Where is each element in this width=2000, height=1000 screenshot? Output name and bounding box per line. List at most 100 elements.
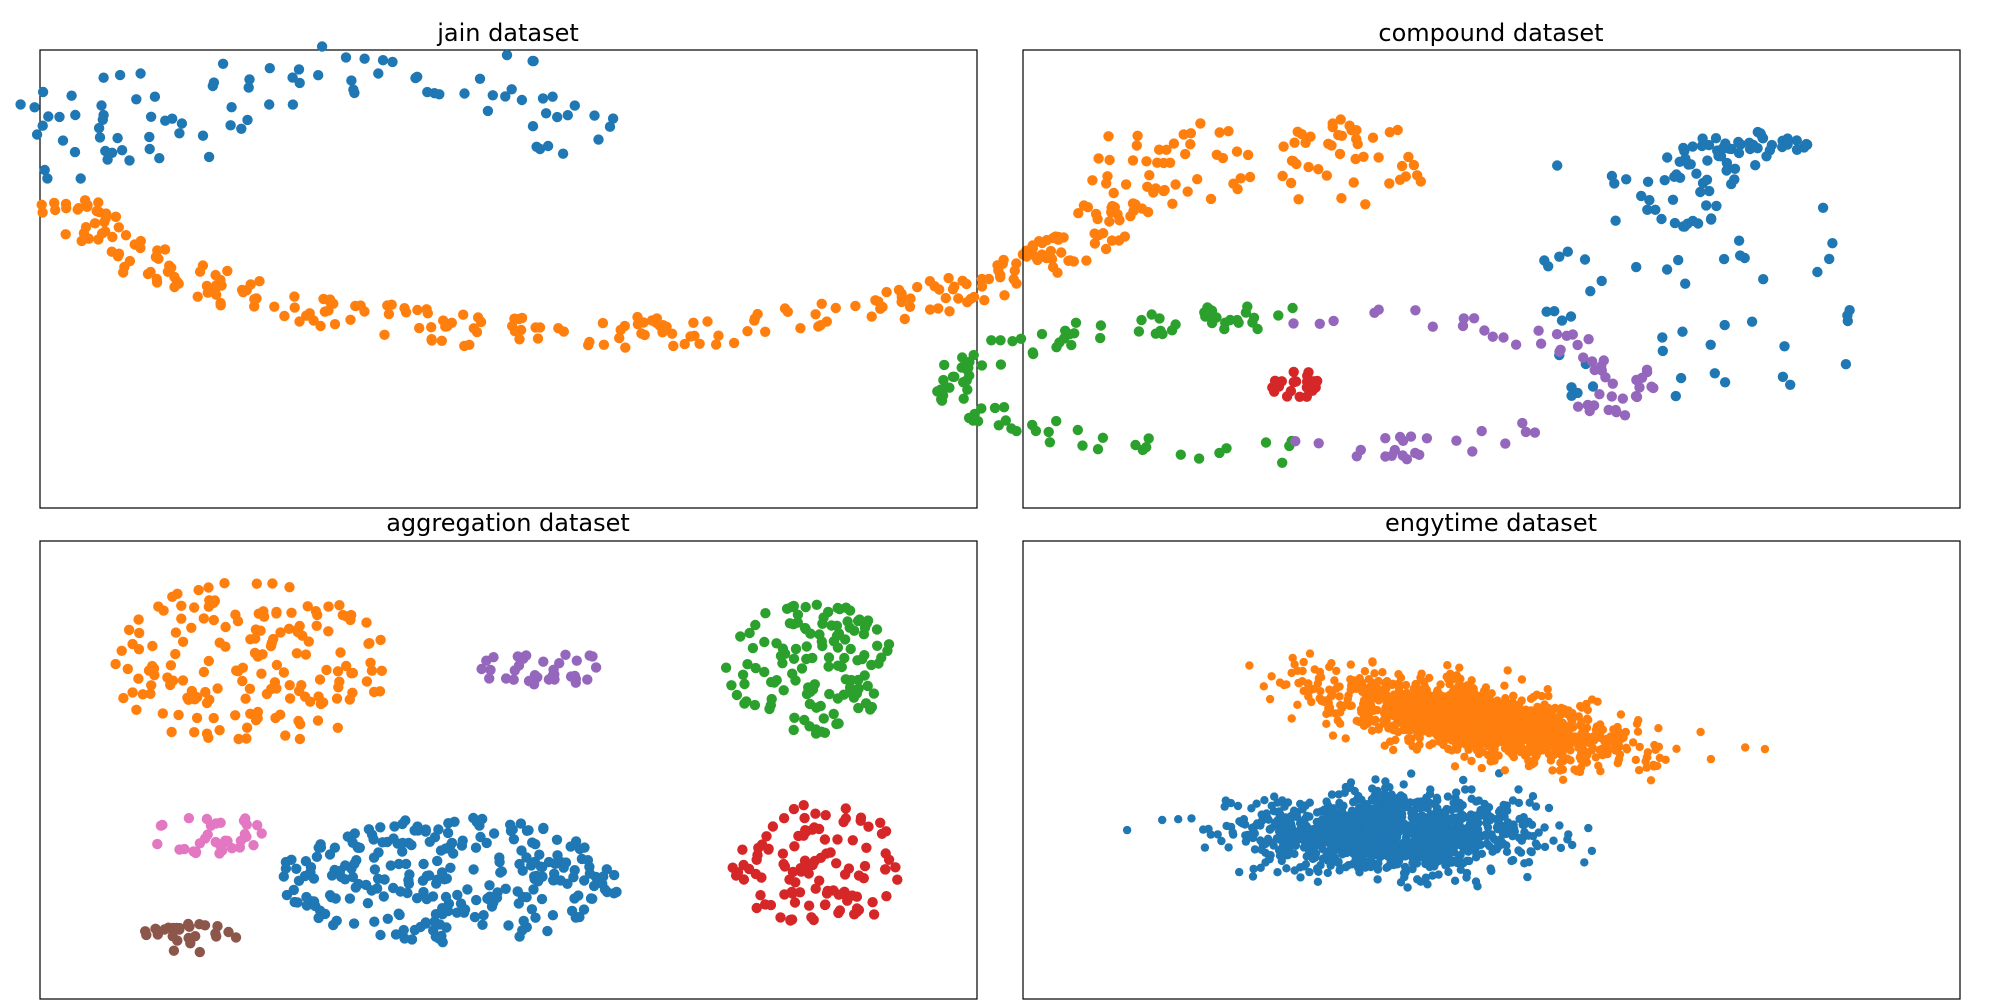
scatter-point-orange (1045, 245, 1057, 257)
scatter-point-green (769, 677, 780, 688)
scatter-point-red (756, 872, 767, 883)
scatter-point-blue (422, 86, 433, 98)
scatter-point-orange (399, 303, 410, 314)
scatter-point-red (767, 821, 779, 832)
scatter-point-blue (1341, 863, 1351, 872)
scatter-point-orange (341, 660, 352, 672)
scatter-point-orange (1336, 193, 1347, 204)
scatter-point-orange (382, 300, 393, 311)
scatter-point-orange (1141, 156, 1152, 167)
scatter-point-red (777, 848, 789, 859)
scatter-point-orange (1242, 149, 1254, 161)
scatter-point-blue (362, 898, 374, 909)
scatter-point-orange (1434, 731, 1444, 740)
scatter-point-blue (402, 887, 413, 899)
scatter-point-blue (1539, 255, 1550, 266)
scatter-point-blue (398, 924, 409, 936)
scatter-point-orange (1131, 140, 1143, 151)
scatter-point-blue (1260, 796, 1269, 805)
scatter-point-orange (211, 289, 222, 300)
scatter-point-blue (534, 143, 546, 155)
scatter-point-purple (1405, 431, 1417, 442)
scatter-point-orange (1467, 756, 1476, 766)
scatter-point-orange (1500, 766, 1510, 775)
scatter-point-orange (304, 308, 315, 319)
scatter-point-pink (240, 813, 251, 824)
scatter-point-blue (1498, 829, 1508, 838)
scatter-point-blue (1290, 849, 1299, 859)
scatter-point-blue (149, 91, 161, 102)
scatter-point-orange (376, 665, 387, 676)
scatter-point-orange (1452, 686, 1461, 695)
scatter-point-purple (1457, 320, 1469, 332)
scatter-point-blue (1437, 838, 1446, 847)
scatter-point-blue (1361, 801, 1370, 810)
scatter-point-orange (1152, 157, 1163, 168)
scatter-point-orange (1549, 750, 1559, 760)
scatter-point-green (1154, 313, 1165, 324)
scatter-point-blue (1563, 835, 1572, 844)
scatter-point-purple (1631, 374, 1642, 386)
scatter-point-orange (1130, 202, 1141, 213)
scatter-point-orange (983, 273, 995, 285)
scatter-point-blue (1691, 168, 1702, 179)
scatter-point-green (1201, 306, 1212, 317)
scatter-point-orange (1483, 709, 1493, 718)
scatter-point-blue (557, 148, 569, 159)
scatter-point-orange (1442, 672, 1451, 681)
scatter-point-orange (1622, 745, 1632, 754)
scatter-point-orange (186, 622, 197, 633)
scatter-point-orange (1389, 726, 1398, 735)
scatter-point-blue (15, 99, 26, 110)
scatter-point-blue (1241, 831, 1250, 840)
scatter-point-blue (1392, 804, 1401, 814)
scatter-point-orange (261, 688, 273, 700)
scatter-point-blue (29, 102, 40, 113)
scatter-point-green (1051, 415, 1062, 427)
scatter-point-orange (279, 310, 290, 322)
scatter-point-orange (142, 268, 154, 280)
scatter-point-orange (244, 683, 256, 694)
scatter-point-blue (1801, 138, 1812, 150)
scatter-point-blue (1701, 200, 1712, 211)
scatter-point-green (750, 662, 761, 674)
scatter-point-blue (1283, 844, 1292, 854)
scatter-point-orange (1307, 697, 1316, 707)
scatter-point-blue (1596, 275, 1607, 287)
scatter-point-orange (110, 658, 121, 670)
scatter-point-blue (116, 145, 128, 156)
scatter-point-blue (1318, 815, 1327, 824)
scatter-point-green (817, 618, 828, 629)
scatter-point-pink (199, 833, 211, 844)
scatter-point-orange (1520, 711, 1529, 720)
scatter-point-blue (552, 850, 563, 861)
scatter-point-purple (1630, 391, 1642, 402)
scatter-point-orange (943, 272, 954, 284)
scatter-point-red (1294, 391, 1305, 402)
scatter-point-blue (1704, 185, 1715, 197)
scatter-point-purple (1451, 435, 1462, 446)
points-compound (932, 114, 1855, 468)
scatter-point-blue (1687, 141, 1698, 152)
scatter-point-red (839, 869, 851, 880)
scatter-point-blue (505, 819, 516, 830)
scatter-point-orange (183, 694, 194, 705)
scatter-point-orange (1556, 710, 1566, 719)
scatter-point-orange (1357, 678, 1367, 687)
scatter-point-orange (1487, 749, 1496, 758)
scatter-point-blue (243, 82, 254, 93)
scatter-point-orange (251, 578, 262, 589)
scatter-point-blue (1308, 854, 1318, 863)
plot-frame-aggregation (39, 540, 978, 1000)
scatter-point-orange (291, 648, 303, 659)
scatter-point-blue (144, 143, 155, 155)
scatter-point-blue (359, 53, 370, 64)
scatter-point-green (998, 402, 1010, 413)
scatter-point-orange (1517, 675, 1527, 684)
scatter-point-blue (418, 858, 429, 870)
scatter-point-blue (1349, 835, 1358, 845)
scatter-point-orange (1460, 707, 1470, 717)
scatter-point-red (876, 828, 888, 839)
scatter-point-blue (1380, 842, 1389, 851)
scatter-point-orange (1291, 158, 1302, 170)
